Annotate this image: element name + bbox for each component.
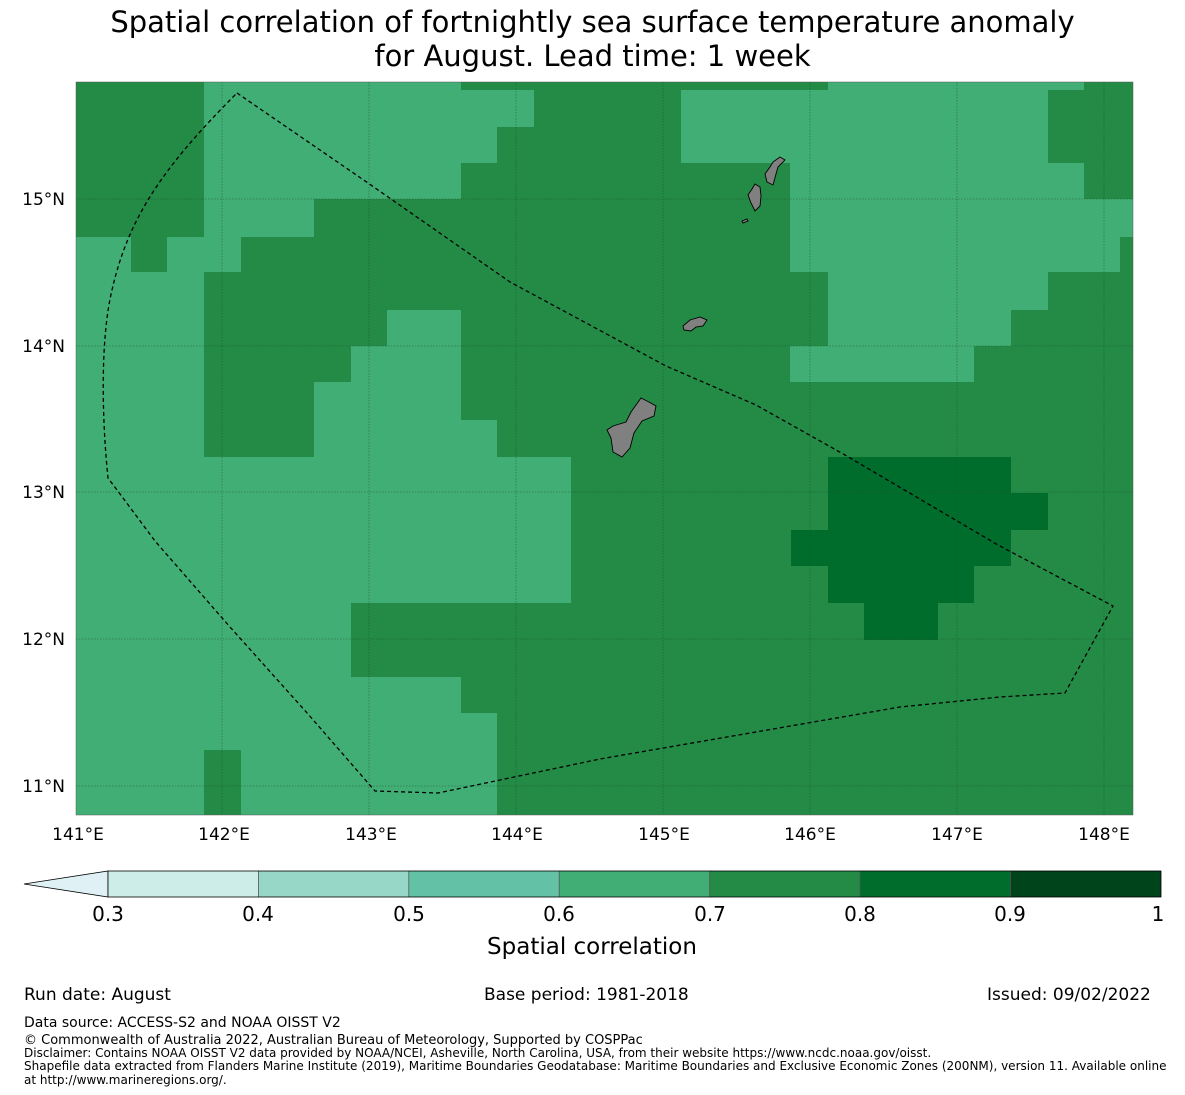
disclaimer: Disclaimer: Contains NOAA OISST V2 data … — [24, 1046, 932, 1060]
colorbar-segment — [408, 871, 560, 897]
y-axis-labels: 15°N 14°N 13°N 12°N 11°N — [22, 190, 65, 797]
lat-label: 13°N — [22, 483, 65, 503]
colorbar-tick-label: 0.4 — [242, 902, 274, 926]
colorbar-extend-arrow — [23, 870, 109, 898]
colorbar-segment — [1010, 871, 1161, 897]
run-date: Run date: August — [24, 985, 171, 1005]
x-axis-labels: 141°E 142°E 143°E 144°E 145°E 146°E 147°… — [52, 825, 1130, 845]
colorbar-segment — [860, 871, 1011, 897]
field-class-0.8-0.9 — [791, 457, 1048, 640]
lat-label: 11°N — [22, 777, 65, 797]
lon-label: 141°E — [52, 825, 104, 845]
colorbar-segment — [709, 871, 860, 897]
colorbar: 0.3 0.4 0.5 0.6 0.7 0.8 0.9 1 Spatial co… — [23, 870, 1164, 960]
lon-label: 142°E — [198, 825, 250, 845]
islands — [606, 156, 786, 458]
colorbar-segment — [559, 871, 710, 897]
map-frame — [75, 81, 1134, 816]
colorbar-tick-label: 1 — [1152, 902, 1165, 926]
lat-label: 14°N — [22, 337, 65, 357]
correlation-map: 15°N 14°N 13°N 12°N 11°N 141°E 142°E 143… — [22, 81, 1164, 960]
lat-label: 15°N — [22, 190, 65, 210]
aguijan-island — [741, 218, 749, 224]
colorbar-tick-label: 0.8 — [844, 902, 876, 926]
lon-label: 144°E — [491, 825, 543, 845]
lon-label: 143°E — [345, 825, 397, 845]
copyright: © Commonwealth of Australia 2022, Austra… — [24, 1033, 643, 1048]
colorbar-tick-label: 0.3 — [92, 902, 124, 926]
guam-island — [606, 397, 657, 458]
colorbar-segment — [258, 871, 409, 897]
lon-label: 147°E — [931, 825, 983, 845]
colorbar-tick-label: 0.9 — [994, 902, 1026, 926]
colorbar-tick-label: 0.5 — [393, 902, 425, 926]
data-source: Data source: ACCESS-S2 and NOAA OISST V2 — [24, 1015, 341, 1031]
map-title-line-1: Spatial correlation of fortnightly sea s… — [110, 5, 1075, 39]
gridlines — [76, 82, 1133, 815]
base-period: Base period: 1981-2018 — [484, 985, 689, 1005]
lon-label: 145°E — [638, 825, 690, 845]
colorbar-tick-label: 0.6 — [543, 902, 575, 926]
colorbar-label: Spatial correlation — [487, 934, 697, 960]
colorbar-tick-label: 0.7 — [694, 902, 726, 926]
rota-island — [682, 316, 708, 332]
shapefile-credit-line-2: at http://www.marineregions.org/. — [24, 1073, 227, 1087]
map-title-line-2: for August. Lead time: 1 week — [374, 39, 811, 73]
lon-label: 146°E — [784, 825, 836, 845]
issued-date: Issued: 09/02/2022 — [987, 985, 1151, 1005]
colorbar-segment — [108, 871, 259, 897]
tinian-island — [747, 183, 762, 212]
colorbar-ticks: 0.3 0.4 0.5 0.6 0.7 0.8 0.9 1 — [92, 902, 1164, 926]
shapefile-credit-line-1: Shapefile data extracted from Flanders M… — [24, 1059, 1167, 1073]
saipan-island — [764, 156, 786, 186]
lon-label: 148°E — [1078, 825, 1130, 845]
lat-label: 12°N — [22, 630, 65, 650]
eez-boundary — [102, 92, 1114, 794]
correlation-field — [76, 82, 1133, 815]
